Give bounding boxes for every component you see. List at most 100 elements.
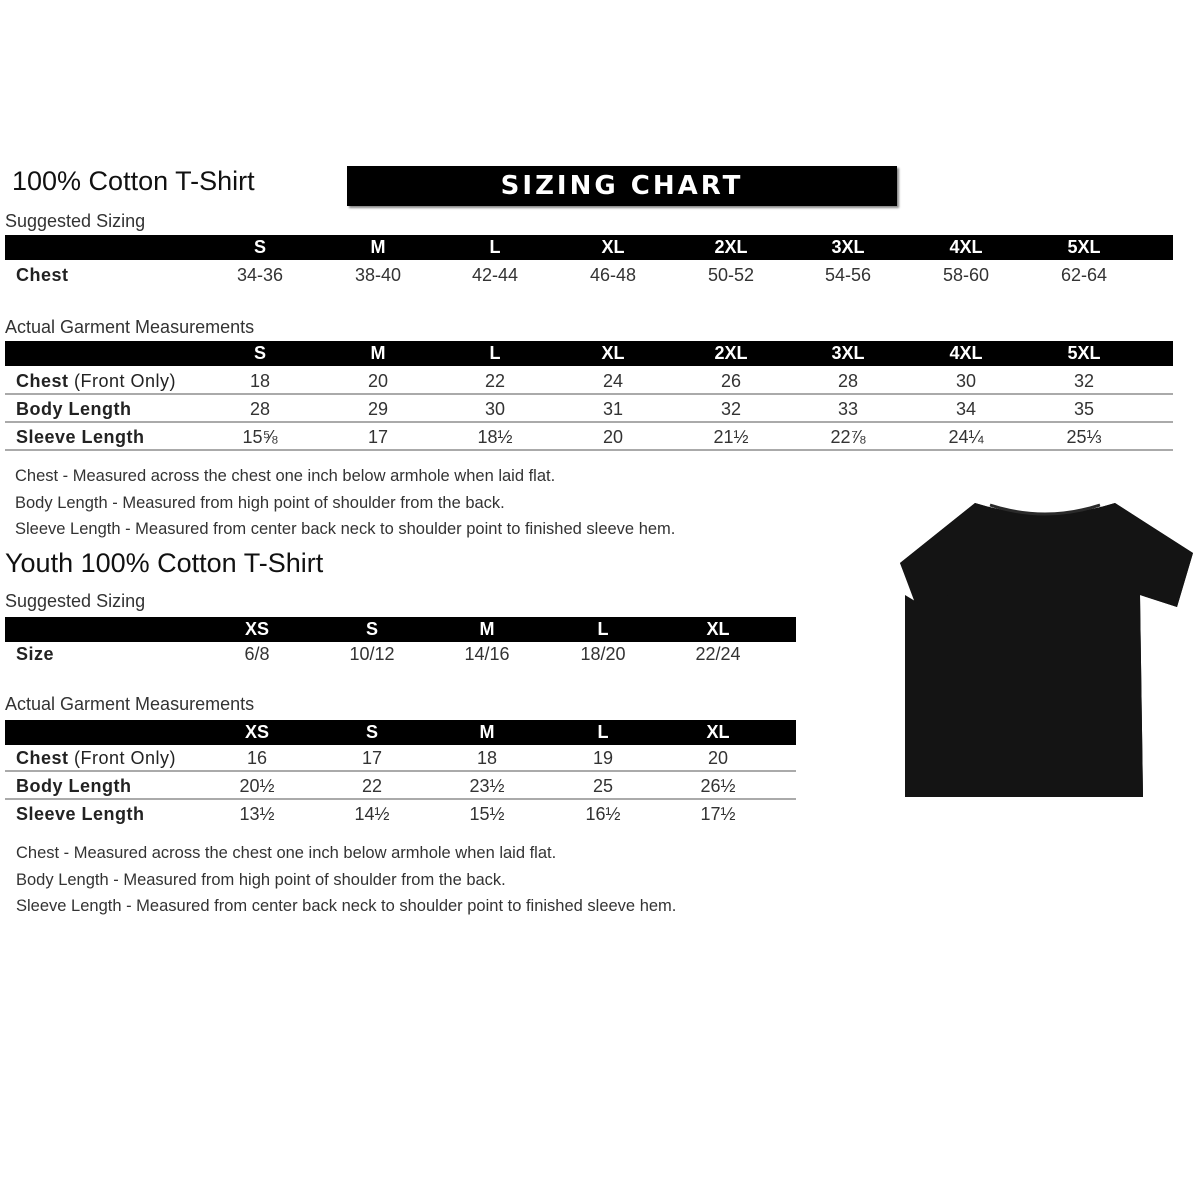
size-header: L <box>489 237 501 257</box>
size-header: 3XL <box>831 343 865 363</box>
table-cell: 18 <box>476 748 498 768</box>
size-header: L <box>597 722 609 742</box>
size-header: M <box>370 343 386 363</box>
table-cell: 18 <box>249 371 271 391</box>
table-cell: 25 <box>592 776 614 796</box>
adult-title: 100% Cotton T-Shirt <box>12 166 255 196</box>
size-header: L <box>489 343 501 363</box>
table-row: Body Length 28 29 30 31 32 33 34 35 <box>5 395 1173 423</box>
row-label: Chest (Front Only) <box>16 744 176 772</box>
table-cell: 15⅝ <box>242 427 278 447</box>
table-cell: 32 <box>1073 371 1095 391</box>
table-cell: 14½ <box>354 804 390 824</box>
row-label: Body Length <box>16 395 132 423</box>
size-header: M <box>479 619 495 639</box>
youth-suggested_rows-header: XS S M L XL <box>5 617 796 642</box>
table-cell: 14/16 <box>464 644 510 664</box>
table-cell: 16 <box>246 748 268 768</box>
table-cell: 38-40 <box>354 265 402 285</box>
row-divider <box>5 770 796 772</box>
youth-title: Youth 100% Cotton T-Shirt <box>5 548 324 578</box>
table-cell: 24 <box>602 371 624 391</box>
adult-actual-label: Actual Garment Measurements <box>5 317 255 337</box>
row-label: Size <box>16 640 54 668</box>
table-cell: 22⅞ <box>830 427 866 447</box>
row-label: Chest <box>16 261 69 289</box>
table-cell: 10/12 <box>349 644 395 664</box>
table-cell: 18½ <box>477 427 513 447</box>
size-header: 5XL <box>1067 237 1101 257</box>
table-cell: 15½ <box>469 804 505 824</box>
row-divider <box>5 393 1173 395</box>
table-cell: 17½ <box>700 804 736 824</box>
table-cell: 42-44 <box>471 265 519 285</box>
adult-suggested_rows-header: S M L XL 2XL 3XL 4XL 5XL <box>5 235 1173 260</box>
measurement-note: Chest - Measured across the chest one in… <box>15 467 556 485</box>
size-header: 5XL <box>1067 343 1101 363</box>
measurement-note: Body Length - Measured from high point o… <box>15 493 505 512</box>
youth-suggested-label: Suggested Sizing <box>5 591 146 611</box>
table-cell: 20 <box>602 427 624 447</box>
table-cell: 17 <box>367 427 389 447</box>
row-label: Body Length <box>16 772 132 800</box>
row-label-text: Body Length <box>16 776 132 796</box>
size-header: S <box>365 722 378 742</box>
row-label: Sleeve Length <box>16 800 145 828</box>
table-cell: 32 <box>720 399 742 419</box>
size-header: M <box>479 722 495 742</box>
table-cell: 28 <box>837 371 859 391</box>
size-header: 2XL <box>714 343 748 363</box>
table-row: Chest 34-36 38-40 42-44 46-48 50-52 54-56 58-60… <box>5 261 1173 289</box>
row-label: Chest (Front Only) <box>16 367 176 395</box>
table-row: Sleeve Length 13½ 14½ 15½ 16½ 17½ <box>5 800 796 828</box>
row-label-text: Sleeve Length <box>16 804 145 824</box>
table-row: Sleeve Length 15⅝ 17 18½ 20 21½ 22⅞ 24¼ 25⅓ <box>5 423 1173 451</box>
table-cell: 24¼ <box>948 427 984 447</box>
tshirt-icon <box>900 503 1193 797</box>
row-divider <box>5 449 1173 451</box>
row-label-text: Chest <box>16 265 69 285</box>
row-divider <box>5 798 796 800</box>
table-cell: 29 <box>367 399 389 419</box>
measurement-note: Chest - Measured across the chest one in… <box>16 844 557 862</box>
table-cell: 18/20 <box>580 644 626 664</box>
table-cell: 58-60 <box>942 265 990 285</box>
table-cell: 26 <box>720 371 742 391</box>
row-label-note: (Front Only) <box>74 371 177 391</box>
row-label: Sleeve Length <box>16 423 145 451</box>
row-divider <box>5 421 1173 423</box>
size-header: L <box>597 619 609 639</box>
row-label-text: Body Length <box>16 399 132 419</box>
table-cell: 6/8 <box>244 644 270 664</box>
table-cell: 25⅓ <box>1066 427 1102 447</box>
measurement-note: Body Length - Measured from high point o… <box>16 870 506 889</box>
youth-actual-label: Actual Garment Measurements <box>5 694 255 714</box>
table-cell: 17 <box>361 748 383 768</box>
adult-actual_rows-header: S M L XL 2XL 3XL 4XL 5XL <box>5 341 1173 366</box>
size-header: XS <box>244 619 269 639</box>
size-header: XL <box>601 343 625 363</box>
size-header: S <box>253 237 266 257</box>
size-header: 2XL <box>714 237 748 257</box>
table-cell: 19 <box>592 748 614 768</box>
size-header: M <box>370 237 386 257</box>
adult-suggested-label: Suggested Sizing <box>5 211 146 231</box>
table-cell: 46-48 <box>589 265 637 285</box>
size-header: XS <box>244 722 269 742</box>
table-cell: 22/24 <box>695 644 741 664</box>
sizing-chart-banner: SIZING CHART <box>347 166 897 206</box>
size-header: 4XL <box>949 237 983 257</box>
size-header: XL <box>706 619 730 639</box>
youth-actual_rows-header: XS S M L XL <box>5 720 796 745</box>
measurement-note: Sleeve Length - Measured from center bac… <box>15 520 676 538</box>
table-cell: 20½ <box>239 776 275 796</box>
table-cell: 35 <box>1073 399 1095 419</box>
table-cell: 30 <box>484 399 506 419</box>
table-cell: 54-56 <box>824 265 872 285</box>
table-cell: 21½ <box>713 427 749 447</box>
table-cell: 13½ <box>239 804 275 824</box>
table-row: Chest (Front Only) 18 20 22 24 26 28 30 32 <box>5 367 1173 395</box>
table-cell: 23½ <box>469 776 505 796</box>
table-cell: 20 <box>707 748 729 768</box>
